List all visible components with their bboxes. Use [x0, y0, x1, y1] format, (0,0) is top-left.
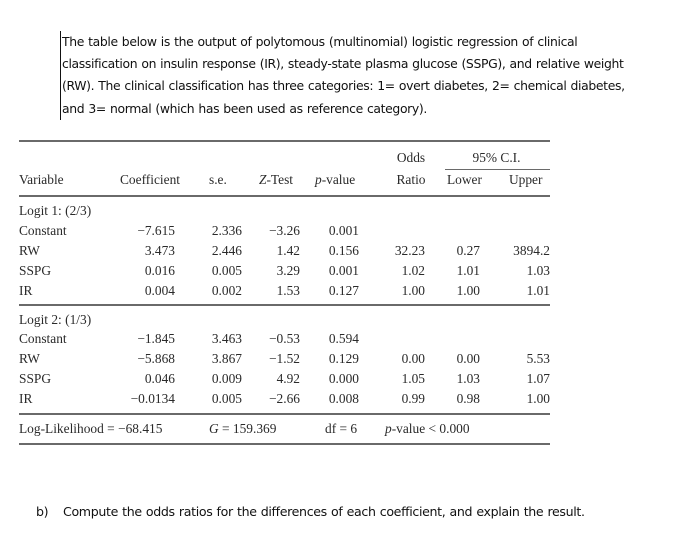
cell-upper: 5.53: [526, 351, 550, 366]
cell-se: 2.336: [211, 223, 242, 238]
cell-z: −1.52: [269, 351, 300, 366]
cell-p: 0.156: [328, 243, 359, 258]
log-likelihood: Log-Likelihood = −68.415: [19, 421, 163, 436]
cell-z: 1.53: [276, 283, 300, 298]
header-pvalue-p: p: [315, 172, 322, 187]
cell-z: 3.29: [276, 263, 300, 278]
cell-z: 4.92: [276, 371, 300, 386]
g-label: G: [209, 421, 219, 436]
cell-z: 1.42: [276, 243, 300, 258]
group-title: Logit 2: (1/3): [19, 312, 92, 327]
cell-se: 3.867: [211, 351, 242, 366]
cell-se: 3.463: [211, 331, 242, 346]
cell-se: 0.005: [211, 391, 242, 406]
cell-upper: 1.03: [526, 263, 550, 278]
header-odds-top: Odds: [396, 150, 426, 165]
header-ztest: Z-Test: [259, 172, 293, 188]
cell-coefficient: 0.016: [144, 263, 175, 278]
ci-rule: [445, 169, 550, 171]
table-top-rule: [19, 140, 550, 142]
cell-variable: Constant: [19, 223, 67, 238]
cell-odds: 0.99: [401, 391, 425, 406]
cell-se: 2.446: [211, 243, 242, 258]
cell-coefficient: −0.0134: [130, 391, 175, 406]
model-p-label: p: [385, 421, 392, 436]
cell-variable: RW: [19, 351, 40, 366]
header-ztest-rest: -Test: [266, 172, 294, 187]
cell-lower: 1.01: [456, 263, 480, 278]
g-statistic: G = 159.369: [209, 421, 276, 437]
cell-p: 0.000: [328, 371, 359, 386]
intro-line: The table below is the output of polytom…: [62, 34, 578, 49]
header-pvalue-rest: -value: [321, 172, 356, 187]
header-ci: 95% C.I.: [472, 150, 521, 165]
cell-upper: 3894.2: [513, 243, 550, 258]
cell-lower: 1.00: [456, 283, 480, 298]
cell-lower: 1.03: [456, 371, 480, 386]
cell-p: 0.001: [328, 263, 359, 278]
cell-variable: SSPG: [19, 263, 52, 278]
cell-lower: 0.00: [456, 351, 480, 366]
header-lower: Lower: [447, 172, 482, 187]
cell-p: 0.129: [328, 351, 359, 366]
header-odds-bottom: Ratio: [396, 172, 426, 187]
cell-variable: RW: [19, 243, 40, 258]
degrees-of-freedom: df = 6: [325, 421, 358, 436]
model-p-value: -value < 0.000: [391, 421, 470, 436]
cell-odds: 1.00: [401, 283, 425, 298]
cell-z: −2.66: [269, 391, 300, 406]
header-se: s.e.: [209, 172, 227, 187]
question-b: b) Compute the odds ratios for the differ…: [36, 504, 585, 519]
cell-p: 0.594: [328, 331, 359, 346]
intro-line: and 3= normal (which has been used as re…: [62, 100, 427, 116]
cell-p: 0.008: [328, 391, 359, 406]
cell-coefficient: 0.004: [144, 283, 175, 298]
cell-coefficient: 3.473: [144, 243, 175, 258]
cell-variable: IR: [19, 391, 33, 406]
footer-top-rule: [19, 413, 550, 415]
intro-line: (RW). The clinical classification has th…: [62, 78, 625, 94]
cell-coefficient: 0.046: [144, 371, 175, 386]
cell-se: 0.009: [211, 371, 242, 386]
cell-odds: 0.00: [401, 351, 425, 366]
cell-coefficient: −5.868: [137, 351, 175, 366]
cell-z: −3.26: [269, 223, 300, 238]
model-pvalue: p-value < 0.000: [385, 421, 470, 437]
cell-lower: 0.27: [456, 243, 480, 258]
cell-variable: Constant: [19, 331, 67, 346]
question-label: b): [36, 504, 49, 519]
cell-variable: SSPG: [19, 371, 52, 386]
cell-coefficient: −1.845: [137, 331, 175, 346]
cell-lower: 0.98: [456, 391, 480, 406]
question-text: Compute the odds ratios for the differen…: [63, 504, 585, 519]
cell-se: 0.005: [211, 263, 242, 278]
group-title: Logit 1: (2/3): [19, 203, 92, 218]
cell-upper: 1.00: [526, 391, 550, 406]
cell-z: −0.53: [269, 331, 300, 346]
cell-upper: 1.07: [526, 371, 550, 386]
group-divider-rule: [19, 304, 550, 306]
table-bottom-rule: [19, 443, 550, 445]
header-bottom-rule: [19, 195, 550, 197]
cell-coefficient: −7.615: [137, 223, 175, 238]
intro-line: classification on insulin response (IR),…: [62, 56, 624, 72]
cell-se: 0.002: [211, 283, 242, 298]
header-pvalue: p-value: [315, 172, 355, 188]
header-ztest-z: Z: [259, 172, 267, 187]
intro-paragraph: The table below is the output of polytom…: [60, 31, 688, 120]
header-coefficient: Coefficient: [120, 172, 180, 187]
cell-upper: 1.01: [526, 283, 550, 298]
cell-variable: IR: [19, 283, 33, 298]
cell-p: 0.127: [328, 283, 359, 298]
cell-p: 0.001: [328, 223, 359, 238]
cell-odds: 1.05: [401, 371, 425, 386]
header-variable: Variable: [19, 172, 64, 187]
g-value: = 159.369: [218, 421, 277, 436]
cell-odds: 1.02: [401, 263, 425, 278]
cell-odds: 32.23: [394, 243, 425, 258]
header-upper: Upper: [509, 172, 543, 187]
